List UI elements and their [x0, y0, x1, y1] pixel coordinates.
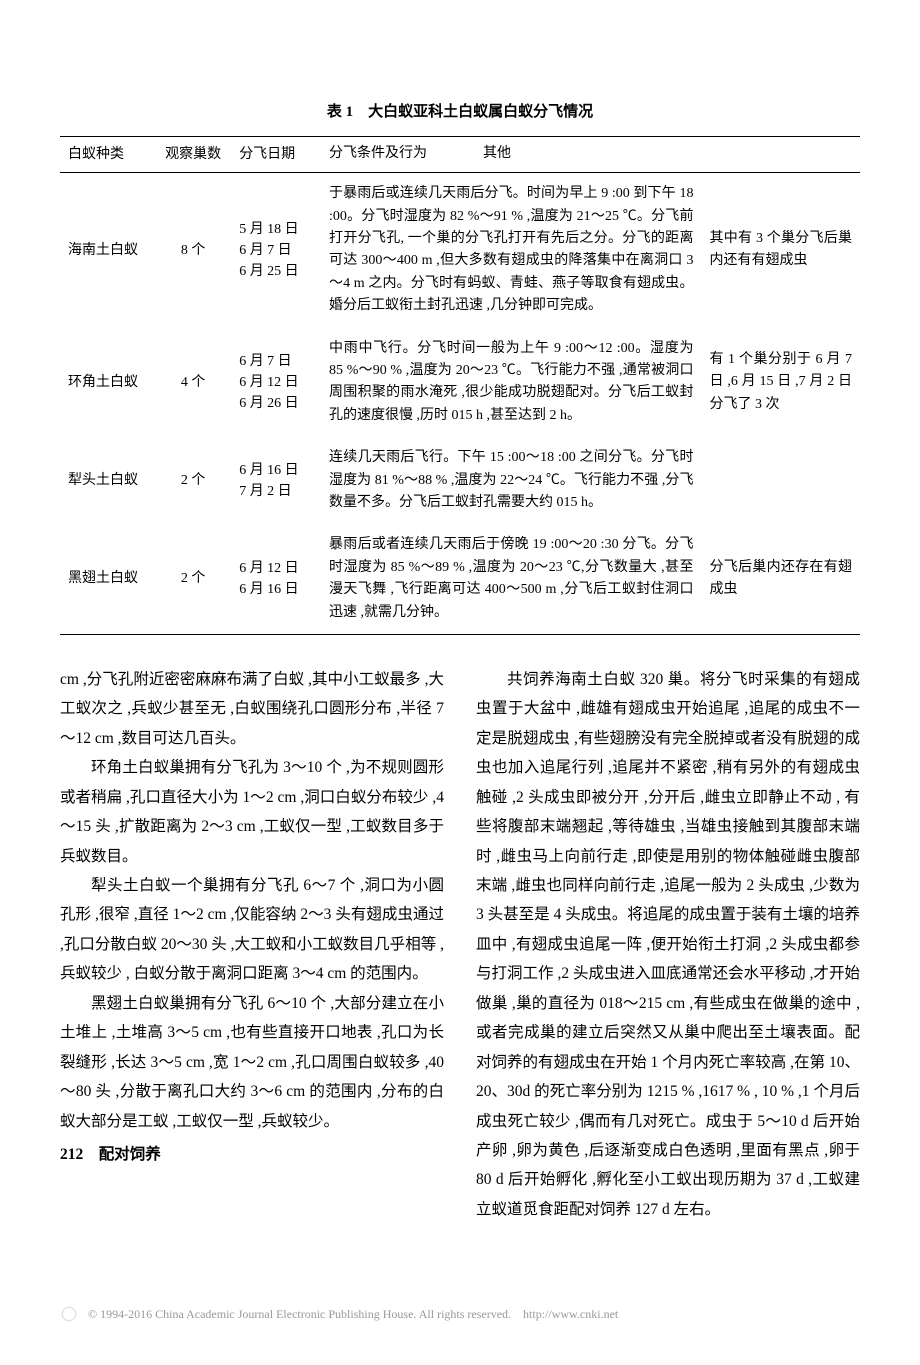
cell-date: 5 月 18 日6 月 7 日6 月 25 日	[231, 173, 321, 328]
table-row: 黑翅土白蚁2 个6 月 12 日6 月 16 日暴雨后或者连续几天雨后于傍晚 1…	[60, 524, 860, 634]
table-title: 表 1 大白蚁亚科土白蚁属白蚁分飞情况	[60, 100, 860, 126]
footer-text: © 1994-2016 China Academic Journal Elect…	[88, 1304, 618, 1324]
cell-species: 犁头土白蚁	[60, 437, 155, 524]
cell-species: 黑翅土白蚁	[60, 524, 155, 634]
cell-species: 环角土白蚁	[60, 328, 155, 438]
publisher-icon	[60, 1305, 78, 1323]
paragraph-4: 共饲养海南土白蚁 320 巢。将分飞时采集的有翅成虫置于大盆中 ,雌雄有翅成虫开…	[476, 665, 860, 1224]
table-header-row: 白蚁种类 观察巢数 分飞日期 分飞条件及行为 其他	[60, 136, 860, 173]
cell-nest: 2 个	[155, 524, 231, 634]
section-heading-212: 212 配对饲养	[60, 1140, 444, 1169]
paragraph-1: 环角土白蚁巢拥有分飞孔为 3～10 个 ,为不规则圆形或者稍扁 ,孔口直径大小为…	[60, 753, 444, 871]
cell-conditions: 于暴雨后或连续几天雨后分飞。时间为早上 9 :00 到下午 18 :00。分飞时…	[321, 173, 701, 328]
cell-date: 6 月 16 日7 月 2 日	[231, 437, 321, 524]
paragraph-0: cm ,分飞孔附近密密麻麻布满了白蚁 ,其中小工蚁最多 ,大工蚁次之 ,兵蚁少甚…	[60, 665, 444, 753]
cell-conditions: 连续几天雨后飞行。下午 15 :00～18 :00 之间分飞。分飞时湿度为 81…	[321, 437, 701, 524]
table-row: 环角土白蚁4 个6 月 7 日6 月 12 日6 月 26 日中雨中飞行。分飞时…	[60, 328, 860, 438]
th-other	[701, 136, 860, 173]
cell-conditions: 中雨中飞行。分飞时间一般为上午 9 :00～12 :00。湿度为 85 %～90…	[321, 328, 701, 438]
cell-nest: 4 个	[155, 328, 231, 438]
table-row: 海南土白蚁8 个5 月 18 日6 月 7 日6 月 25 日于暴雨后或连续几天…	[60, 173, 860, 328]
footer: © 1994-2016 China Academic Journal Elect…	[60, 1304, 860, 1324]
table-row: 犁头土白蚁2 个6 月 16 日7 月 2 日连续几天雨后飞行。下午 15 :0…	[60, 437, 860, 524]
body-text: cm ,分飞孔附近密密麻麻布满了白蚁 ,其中小工蚁最多 ,大工蚁次之 ,兵蚁少甚…	[60, 665, 860, 1224]
cell-date: 6 月 12 日6 月 16 日	[231, 524, 321, 634]
paragraph-3: 黑翅土白蚁巢拥有分飞孔 6～10 个 ,大部分建立在小土堆上 ,土堆高 3～5 …	[60, 989, 444, 1136]
cell-species: 海南土白蚁	[60, 173, 155, 328]
cell-conditions: 暴雨后或者连续几天雨后于傍晚 19 :00～20 :30 分飞。分飞时湿度为 8…	[321, 524, 701, 634]
cell-other: 其中有 3 个巢分飞后巢内还有有翅成虫	[701, 173, 860, 328]
th-conditions: 分飞条件及行为 其他	[321, 136, 701, 173]
th-species: 白蚁种类	[60, 136, 155, 173]
cell-other: 有 1 个巢分别于 6 月 7 日 ,6 月 15 日 ,7 月 2 日分飞了 …	[701, 328, 860, 438]
cell-date: 6 月 7 日6 月 12 日6 月 26 日	[231, 328, 321, 438]
th-conditions-label: 分飞条件及行为	[329, 146, 427, 161]
cell-nest: 8 个	[155, 173, 231, 328]
cell-other	[701, 437, 860, 524]
cell-nest: 2 个	[155, 437, 231, 524]
termite-table: 白蚁种类 观察巢数 分飞日期 分飞条件及行为 其他 海南土白蚁8 个5 月 18…	[60, 136, 860, 635]
paragraph-2: 犁头土白蚁一个巢拥有分飞孔 6～7 个 ,洞口为小圆孔形 ,很窄 ,直径 1～2…	[60, 871, 444, 989]
th-nest: 观察巢数	[155, 136, 231, 173]
th-other-label: 其他	[483, 146, 511, 161]
cell-other: 分飞后巢内还存在有翅成虫	[701, 524, 860, 634]
th-date: 分飞日期	[231, 136, 321, 173]
